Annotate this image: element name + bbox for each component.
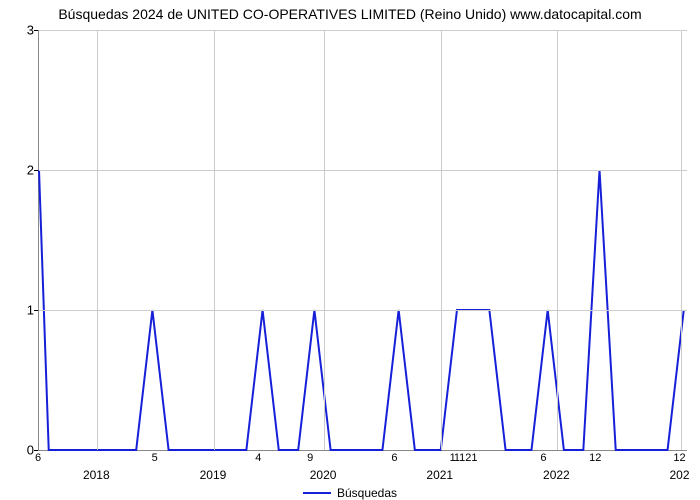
xtick-year-label: 2022 bbox=[543, 468, 570, 482]
ytick-mark bbox=[34, 30, 38, 31]
gridline-h bbox=[39, 30, 687, 31]
xtick-month-label: 6 bbox=[35, 452, 41, 464]
gridline-h bbox=[39, 170, 687, 171]
ytick-mark bbox=[34, 170, 38, 171]
legend: Búsquedas bbox=[303, 486, 397, 500]
xtick-month-label: 9 bbox=[307, 452, 313, 464]
ytick-mark bbox=[34, 450, 38, 451]
xtick-year-label: 2018 bbox=[83, 468, 110, 482]
xtick-month-label: 5 bbox=[152, 452, 158, 464]
xtick-year-label: 202 bbox=[670, 468, 690, 482]
line-plot bbox=[39, 30, 687, 450]
gridline-v bbox=[97, 30, 98, 450]
xtick-year-label: 2020 bbox=[310, 468, 337, 482]
xtick-month-label: 12 bbox=[673, 452, 685, 464]
legend-swatch bbox=[303, 492, 331, 494]
ytick-label: 3 bbox=[27, 23, 34, 38]
chart-title: Búsquedas 2024 de UNITED CO-OPERATIVES L… bbox=[0, 0, 700, 22]
gridline-v bbox=[214, 30, 215, 450]
ytick-label: 2 bbox=[27, 163, 34, 178]
xtick-month-label: 4 bbox=[255, 452, 261, 464]
xtick-month-label: 6 bbox=[540, 452, 546, 464]
gridline-v bbox=[441, 30, 442, 450]
xtick-month-label: 12 bbox=[589, 452, 601, 464]
ytick-label: 0 bbox=[27, 443, 34, 458]
xtick-year-label: 2021 bbox=[426, 468, 453, 482]
gridline-h bbox=[39, 310, 687, 311]
ytick-label: 1 bbox=[27, 303, 34, 318]
xtick-month-label: 1121 bbox=[454, 452, 478, 464]
ytick-mark bbox=[34, 310, 38, 311]
gridline-v bbox=[681, 30, 682, 450]
gridline-v bbox=[324, 30, 325, 450]
xtick-year-label: 2019 bbox=[200, 468, 227, 482]
gridline-v bbox=[557, 30, 558, 450]
chart-container: Búsquedas 2024 de UNITED CO-OPERATIVES L… bbox=[0, 0, 700, 500]
plot-area bbox=[38, 30, 687, 451]
legend-label: Búsquedas bbox=[337, 486, 397, 500]
xtick-month-label: 6 bbox=[391, 452, 397, 464]
